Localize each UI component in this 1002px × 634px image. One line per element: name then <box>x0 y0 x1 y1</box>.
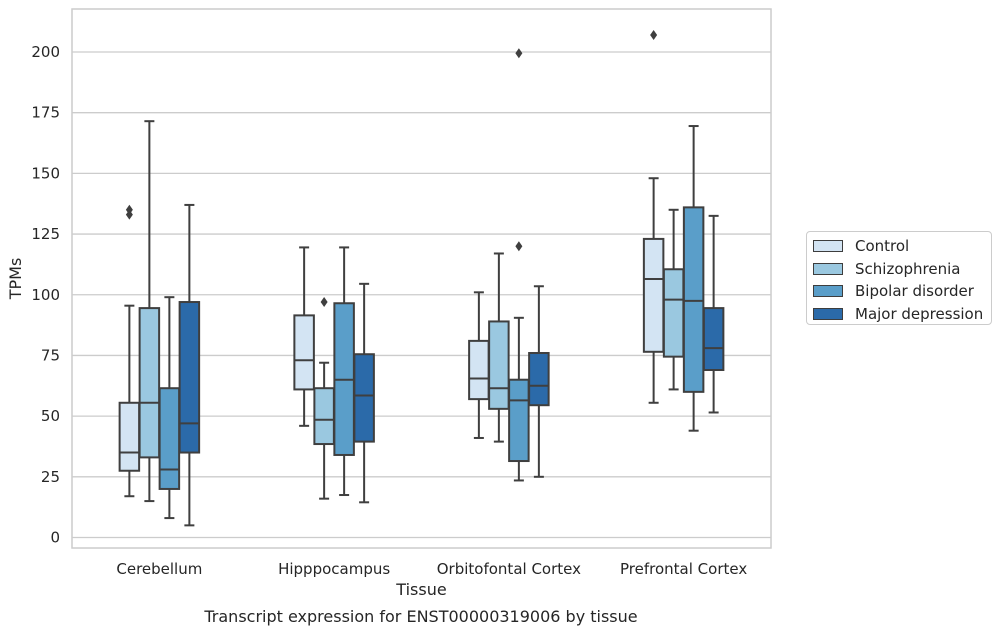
box <box>178 203 201 527</box>
box <box>528 285 550 478</box>
box <box>293 246 315 427</box>
outlier-point <box>515 48 523 59</box>
box <box>488 252 510 443</box>
legend-item-control: Control <box>813 235 991 258</box>
box <box>333 246 355 497</box>
x-tick-label: Prefrontal Cortex <box>620 560 747 578</box>
legend: Control Schizophrenia Bipolar disorder M… <box>806 231 992 325</box>
y-tick-label: 75 <box>41 346 60 364</box>
box-body <box>508 378 530 463</box>
box <box>642 30 665 404</box>
y-tick-label: 200 <box>31 43 60 61</box>
box-body <box>642 237 665 353</box>
box <box>138 120 161 503</box>
chart-title: Transcript expression for ENST0000031900… <box>203 607 637 626</box>
box <box>118 204 141 498</box>
outlier-point <box>320 297 328 308</box>
legend-item-bipolar-disorder: Bipolar disorder <box>813 280 991 303</box>
y-tick-label: 50 <box>41 407 60 425</box>
series-schizophrenia <box>138 120 685 503</box>
legend-swatch <box>813 262 843 275</box>
legend-label: Major depression <box>855 304 984 323</box>
y-tick-labels: 0 25 50 75 100 125 150 175 200 <box>31 43 60 547</box>
x-tick-label: Orbitofontal Cortex <box>437 560 581 578</box>
box-body <box>138 307 161 459</box>
legend-item-major-depression: Major depression <box>813 303 991 326</box>
y-tick-label: 0 <box>50 529 60 547</box>
x-tick-labels: Cerebellum Hipppocampus Orbitofontal Corte… <box>116 560 747 578</box>
box <box>158 296 181 520</box>
box-body <box>158 387 181 490</box>
box <box>682 125 705 432</box>
box-body <box>313 387 335 446</box>
legend-swatch <box>813 285 843 298</box>
outlier-point <box>125 204 133 215</box>
y-axis-label: TPMs <box>6 258 25 301</box>
legend-label: Control <box>855 237 910 256</box>
legend-item-schizophrenia: Schizophrenia <box>813 258 991 281</box>
box <box>353 282 375 504</box>
legend-swatch <box>813 307 843 320</box>
box-series <box>118 30 725 527</box>
box <box>662 208 685 391</box>
x-tick-label: Cerebellum <box>116 560 202 578</box>
box <box>313 297 335 500</box>
y-tick-label: 125 <box>31 225 60 243</box>
legend-label: Bipolar disorder <box>855 282 974 301</box>
box <box>702 214 725 414</box>
x-axis-label: Tissue <box>395 580 446 599</box>
legend-swatch <box>813 240 843 253</box>
series-control <box>118 30 665 498</box>
box-body <box>662 268 685 358</box>
box-body <box>353 353 375 443</box>
box-body <box>178 301 201 454</box>
box-body <box>682 206 705 393</box>
box-body <box>488 320 510 410</box>
y-tick-label: 25 <box>41 468 60 486</box>
box-body <box>702 307 725 372</box>
box <box>508 48 530 482</box>
y-tick-label: 175 <box>31 104 60 122</box>
plot-frame <box>71 8 772 549</box>
series-major-depression <box>178 203 725 527</box>
y-tick-label: 150 <box>31 164 60 182</box>
box-body <box>293 314 315 391</box>
box <box>468 291 490 439</box>
series-bipolar-disorder <box>158 48 705 520</box>
box-body <box>468 339 490 401</box>
box-body <box>118 401 141 472</box>
outlier-point <box>650 30 658 41</box>
y-tick-label: 100 <box>31 286 60 304</box>
legend-label: Schizophrenia <box>855 259 961 278</box>
outlier-point <box>515 241 523 252</box>
x-tick-label: Hipppocampus <box>278 560 390 578</box>
box-body <box>528 352 550 407</box>
